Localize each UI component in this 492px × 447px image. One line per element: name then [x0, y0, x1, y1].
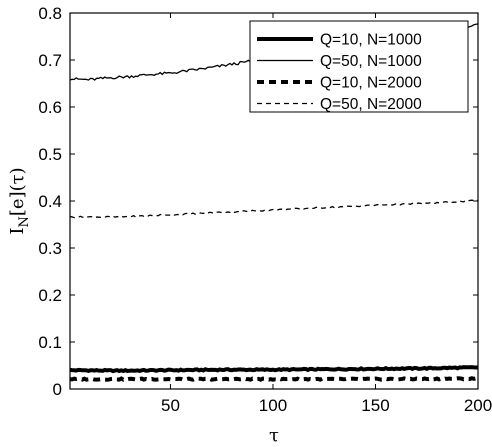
legend: Q=10, N=1000 Q=50, N=1000 Q=10, N=2000 Q=50… [249, 20, 469, 113]
y-axis-label: IN[e](τ) [7, 167, 32, 234]
legend-label-3: Q=10, N=2000 [320, 75, 422, 92]
x-axis-label: τ [269, 425, 279, 446]
y-tick-label: 0 [53, 380, 62, 399]
x-tick-label: 100 [259, 396, 287, 415]
y-tick-label: 0.8 [38, 4, 62, 23]
series-line-3 [69, 376, 479, 382]
tick-labels: 50 100 150 200 0 0.1 0.2 0.3 0.4 0.5 0.6 0.7 0.8 [38, 4, 492, 415]
y-axis-label-main: I [7, 227, 28, 234]
x-tick-label: 50 [161, 396, 180, 415]
y-axis-label-rest: [e](τ) [7, 167, 28, 216]
series-line-4 [69, 199, 479, 219]
y-tick-label: 0.1 [38, 333, 62, 352]
legend-label-2: Q=50, N=1000 [320, 53, 422, 70]
y-tick-label: 0.2 [38, 286, 62, 305]
y-tick-label: 0.5 [38, 145, 62, 164]
legend-box [249, 20, 469, 113]
x-tick-label: 200 [464, 396, 492, 415]
y-axis-label-subscript: N [17, 216, 32, 227]
ticks-layer [70, 12, 479, 390]
series-line-1 [69, 365, 479, 374]
legend-label-1: Q=10, N=1000 [320, 32, 422, 49]
legend-label-4: Q=50, N=2000 [320, 96, 422, 113]
y-tick-label: 0.7 [38, 51, 62, 70]
x-tick-label: 150 [361, 396, 389, 415]
y-tick-label: 0.4 [38, 192, 62, 211]
y-tick-label: 0.3 [38, 239, 62, 258]
legend-items: Q=10, N=1000 Q=50, N=1000 Q=10, N=2000 Q=50… [257, 32, 422, 113]
y-tick-label: 0.6 [38, 98, 62, 117]
